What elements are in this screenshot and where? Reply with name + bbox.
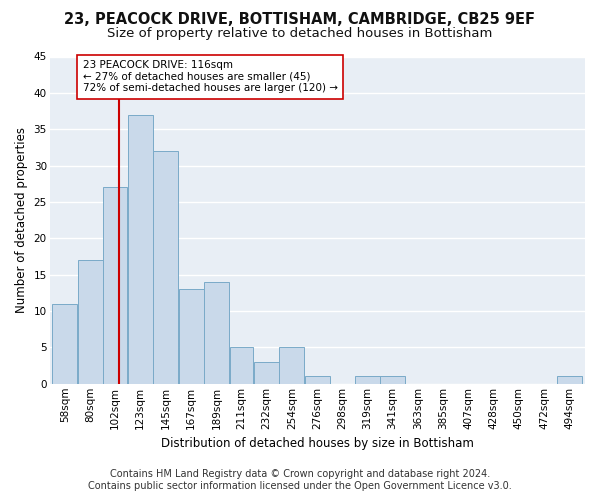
Bar [280, 348, 304, 384]
X-axis label: Distribution of detached houses by size in Bottisham: Distribution of detached houses by size … [161, 437, 474, 450]
Bar [355, 376, 380, 384]
Bar [557, 376, 582, 384]
Text: Size of property relative to detached houses in Bottisham: Size of property relative to detached ho… [107, 28, 493, 40]
Text: 23 PEACOCK DRIVE: 116sqm
← 27% of detached houses are smaller (45)
72% of semi-d: 23 PEACOCK DRIVE: 116sqm ← 27% of detach… [83, 60, 338, 94]
Bar [380, 376, 405, 384]
Bar [103, 188, 127, 384]
Bar [52, 304, 77, 384]
Y-axis label: Number of detached properties: Number of detached properties [15, 127, 28, 313]
Bar [78, 260, 103, 384]
Text: 23, PEACOCK DRIVE, BOTTISHAM, CAMBRIDGE, CB25 9EF: 23, PEACOCK DRIVE, BOTTISHAM, CAMBRIDGE,… [65, 12, 536, 28]
Bar [254, 362, 279, 384]
Bar [204, 282, 229, 384]
Bar [153, 151, 178, 384]
Text: Contains HM Land Registry data © Crown copyright and database right 2024.
Contai: Contains HM Land Registry data © Crown c… [88, 470, 512, 491]
Bar [128, 114, 152, 384]
Bar [179, 289, 203, 384]
Bar [230, 348, 253, 384]
Bar [305, 376, 330, 384]
